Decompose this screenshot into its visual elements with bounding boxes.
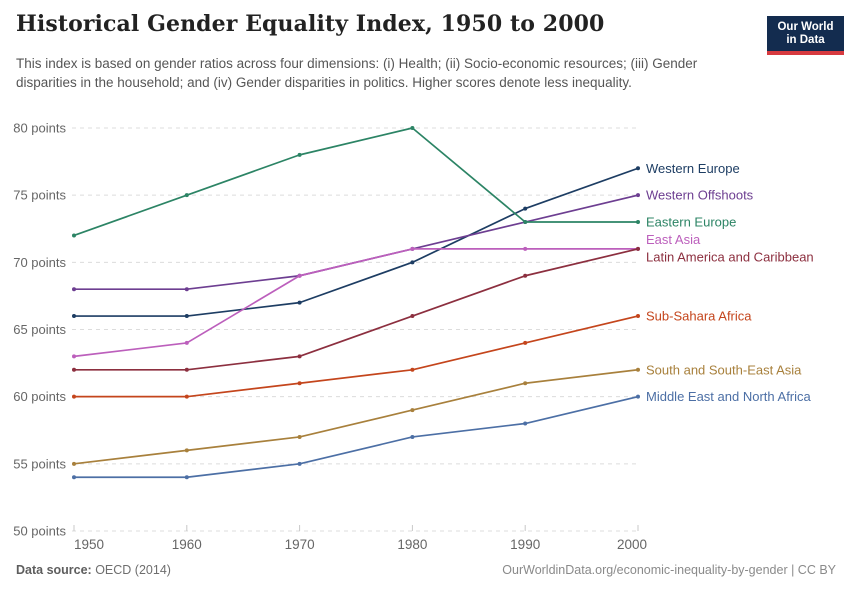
data-point-south-and-south-east-asia-1960 — [184, 448, 189, 453]
series-east-asia: East Asia — [72, 232, 701, 359]
y-tick-label-65: 65 points — [13, 322, 66, 337]
footer-citation-link[interactable]: OurWorldinData.org/economic-inequality-b… — [502, 563, 836, 577]
data-point-middle-east-and-north-africa-1980 — [410, 434, 415, 439]
series-label-middle-east-and-north-africa[interactable]: Middle East and North Africa — [646, 389, 812, 404]
line-chart: 80 points 75 points 70 points 65 points 60 p… — [13, 121, 814, 553]
y-tick-label-50: 50 points — [13, 523, 66, 538]
data-point-western-offshoots-1960 — [184, 287, 189, 292]
x-tick-label-1950: 1950 — [74, 537, 104, 552]
owid-logo-box: Our World in Data — [767, 16, 844, 51]
data-point-south-and-south-east-asia-1980 — [410, 408, 415, 413]
series-label-western-europe[interactable]: Western Europe — [646, 161, 740, 176]
data-source-value: OECD (2014) — [91, 563, 171, 577]
chart-subtitle: This index is based on gender ratios acr… — [16, 56, 698, 91]
page-title: Historical Gender Equality Index, 1950 t… — [16, 11, 605, 37]
series-line-sub-sahara-africa[interactable] — [73, 315, 639, 398]
data-point-sub-sahara-africa-1950 — [72, 394, 76, 399]
data-point-latin-america-and-caribbean-1970 — [297, 354, 302, 359]
data-point-sub-sahara-africa-1980 — [410, 367, 415, 372]
data-point-middle-east-and-north-africa-2000 — [636, 394, 640, 399]
data-point-sub-sahara-africa-2000 — [636, 314, 640, 319]
data-point-western-europe-1970 — [297, 300, 302, 305]
series-eastern-europe: Eastern Europe — [72, 126, 736, 238]
y-tick-label-80: 80 points — [13, 121, 66, 136]
owid-logo-red-bar — [767, 51, 844, 55]
series-western-europe: Western Europe — [72, 161, 740, 319]
series-label-eastern-europe[interactable]: Eastern Europe — [646, 215, 736, 230]
series-south-and-south-east-asia: South and South-East Asia — [72, 362, 802, 466]
data-point-sub-sahara-africa-1990 — [523, 340, 528, 345]
data-point-south-and-south-east-asia-2000 — [636, 367, 640, 372]
data-point-eastern-europe-1950 — [72, 233, 76, 238]
series-label-latin-america-and-caribbean[interactable]: Latin America and Caribbean — [646, 249, 814, 264]
data-point-western-europe-1990 — [523, 206, 528, 211]
data-point-eastern-europe-1970 — [297, 152, 302, 157]
series-label-east-asia[interactable]: East Asia — [646, 232, 701, 247]
y-tick-label-70: 70 points — [13, 255, 66, 270]
data-point-latin-america-and-caribbean-1990 — [523, 273, 528, 278]
data-point-middle-east-and-north-africa-1990 — [523, 421, 528, 426]
series-line-south-and-south-east-asia[interactable] — [73, 368, 639, 465]
series-line-east-asia[interactable] — [73, 248, 639, 358]
data-point-middle-east-and-north-africa-1970 — [297, 461, 302, 466]
data-point-south-and-south-east-asia-1970 — [297, 434, 302, 439]
data-point-western-europe-1960 — [184, 314, 189, 319]
series-label-south-and-south-east-asia[interactable]: South and South-East Asia — [646, 362, 802, 377]
series-line-eastern-europe[interactable] — [73, 127, 639, 237]
data-point-south-and-south-east-asia-1990 — [523, 381, 528, 386]
data-point-latin-america-and-caribbean-1960 — [184, 367, 189, 372]
owid-logo[interactable]: Our World in Data — [767, 16, 844, 55]
data-point-western-offshoots-1950 — [72, 287, 76, 292]
owid-logo-line1: Our World — [777, 21, 834, 33]
y-tick-label-75: 75 points — [13, 188, 66, 203]
data-source-label: Data source: — [16, 563, 92, 577]
y-tick-label-60: 60 points — [13, 389, 66, 404]
data-point-western-europe-1950 — [72, 314, 76, 319]
y-tick-label-55: 55 points — [13, 456, 66, 471]
data-point-east-asia-1960 — [184, 340, 189, 345]
series-label-western-offshoots[interactable]: Western Offshoots — [646, 188, 754, 203]
owid-logo-line2: in Data — [786, 34, 825, 46]
data-point-middle-east-and-north-africa-1950 — [72, 475, 76, 480]
series-line-western-europe[interactable] — [73, 167, 639, 317]
data-point-eastern-europe-2000 — [636, 220, 640, 225]
data-point-latin-america-and-caribbean-1950 — [72, 367, 76, 372]
data-point-latin-america-and-caribbean-2000 — [636, 246, 640, 251]
series-label-sub-sahara-africa[interactable]: Sub-Sahara Africa — [646, 309, 752, 324]
series-sub-sahara-africa: Sub-Sahara Africa — [72, 309, 752, 399]
data-point-western-europe-1980 — [410, 260, 415, 265]
x-tick-label-1980: 1980 — [397, 537, 427, 552]
series-latin-america-and-caribbean: Latin America and Caribbean — [72, 246, 814, 372]
x-tick-label-1960: 1960 — [172, 537, 202, 552]
data-point-western-europe-2000 — [636, 166, 640, 171]
series-middle-east-and-north-africa: Middle East and North Africa — [72, 389, 812, 480]
series-line-middle-east-and-north-africa[interactable] — [73, 395, 639, 479]
data-point-east-asia-1990 — [523, 246, 528, 251]
data-point-east-asia-1980 — [410, 246, 415, 251]
data-point-latin-america-and-caribbean-1980 — [410, 314, 415, 319]
data-point-east-asia-1950 — [72, 354, 76, 359]
data-source: Data source: OECD (2014) — [16, 563, 171, 577]
data-point-sub-sahara-africa-1970 — [297, 381, 302, 386]
chart-footer: Data source: OECD (2014) OurWorldinData.… — [16, 563, 836, 577]
series-line-latin-america-and-caribbean[interactable] — [73, 248, 639, 371]
data-point-eastern-europe-1990 — [523, 220, 528, 225]
data-point-eastern-europe-1980 — [410, 126, 415, 130]
x-tick-label-1990: 1990 — [510, 537, 540, 552]
data-point-sub-sahara-africa-1960 — [184, 394, 189, 399]
x-tick-label-2000: 2000 — [617, 537, 647, 552]
data-point-eastern-europe-1960 — [184, 193, 189, 198]
x-tick-label-1970: 1970 — [285, 537, 315, 552]
data-point-western-offshoots-2000 — [636, 193, 640, 198]
series-line-western-offshoots[interactable] — [73, 194, 639, 291]
data-point-east-asia-1970 — [297, 273, 302, 278]
data-point-middle-east-and-north-africa-1960 — [184, 475, 189, 480]
data-point-south-and-south-east-asia-1950 — [72, 461, 76, 466]
